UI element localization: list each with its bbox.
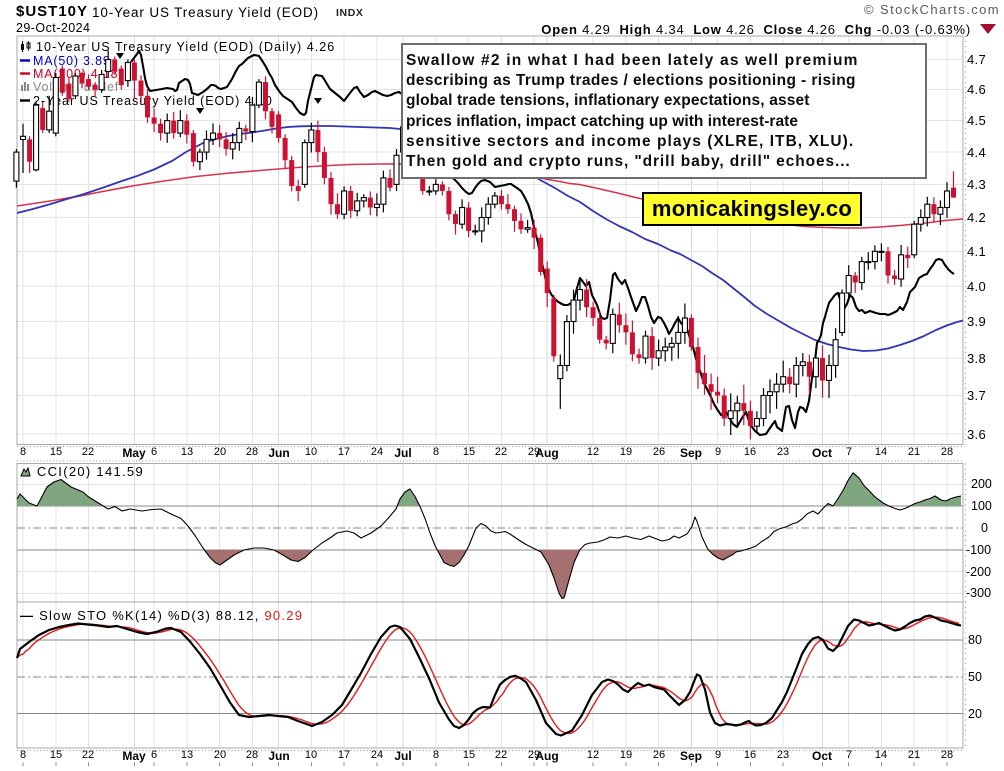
svg-text:2-Year US Treasury Yield (EOD): 2-Year US Treasury Yield (EOD) 4.10 <box>33 94 273 108</box>
svg-text:MA(50) 3.89: MA(50) 3.89 <box>33 54 111 68</box>
svg-text:10-Year US Treasury Yield (EOD: 10-Year US Treasury Yield (EOD) (Daily) … <box>36 40 335 54</box>
